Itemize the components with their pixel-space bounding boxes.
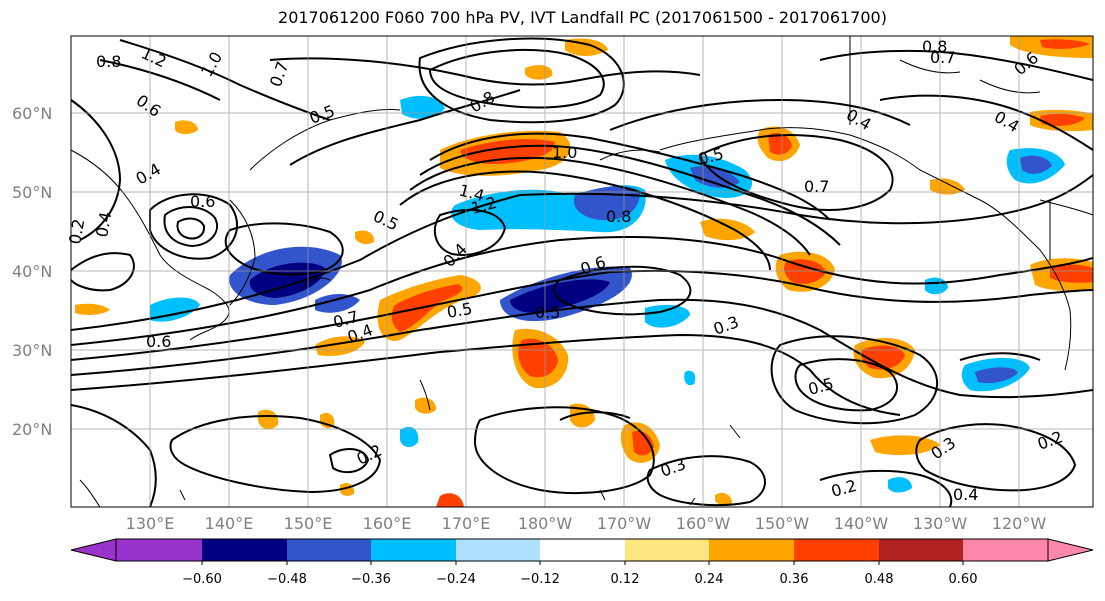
contour-label: 1.0 [552,143,577,162]
contour-label: 0.8 [96,52,121,71]
lon-label: 130°W [912,514,968,533]
colorbar-swatch [794,539,879,561]
contour-label: 0.8 [922,37,947,56]
lon-label: 180°W [517,514,573,533]
contour-label: 0.7 [804,177,829,196]
colorbar-tick-label: −0.24 [436,572,476,587]
colorbar-swatch [287,539,371,561]
colorbar-tick-label: 0.48 [864,572,894,587]
colorbar-extend-high [1047,538,1094,562]
gridlines [71,36,1093,507]
colorbar-tick-label: 0.60 [948,572,978,587]
lon-label: 130°E [125,514,175,533]
contour-label: 0.8 [606,207,631,226]
colorbar-tick-label: −0.48 [267,572,307,587]
contour-label: 0.5 [535,303,560,322]
lon-label: 120°W [991,514,1047,533]
contour-label: 0.4 [953,485,978,504]
contour-label: 0.4 [92,210,115,238]
colorbar-swatch [202,539,287,561]
contour-label: 0.5 [445,299,473,322]
lat-label: 40°N [12,262,53,281]
lon-label: 170°E [441,514,491,533]
colorbar-tick-label: 0.36 [779,572,809,587]
map-frame [70,35,1094,508]
colorbar-tick-label: 0.24 [694,572,724,587]
lon-label: 170°W [596,514,652,533]
colorbar-tick-label: −0.36 [351,572,391,587]
colorbar-swatch [963,539,1048,561]
colorbar-swatch [540,539,625,561]
contour-label: 0.6 [146,332,171,351]
lon-label: 140°W [833,514,889,533]
lat-label: 60°N [12,104,53,123]
contour-label: 0.7 [930,48,955,67]
lon-label: 150°E [283,514,333,533]
lon-label: 160°W [675,514,731,533]
colorbar-tick-label: 0.12 [610,572,640,587]
map-title: 2017061200 F060 700 hPa PV, IVT Landfall… [278,8,887,27]
contour-label: 0.6 [190,192,215,211]
lat-label: 30°N [12,341,53,360]
colorbar-extend-low [70,538,117,562]
colorbar-tick-label: −0.60 [182,572,222,587]
colorbar [70,538,1094,565]
colorbar-swatch [456,539,540,561]
lat-label: 20°N [12,420,53,439]
colorbar-swatch [625,539,709,561]
lon-label: 150°W [754,514,810,533]
colorbar-swatch [371,539,456,561]
coastlines [71,36,1093,507]
colorbar-swatch [116,539,202,561]
colorbar-swatch [709,539,794,561]
colorbar-swatch [879,539,963,561]
lon-label: 140°E [204,514,254,533]
lat-label: 50°N [12,183,53,202]
lon-label: 160°E [362,514,412,533]
colorbar-tick-label: −0.12 [520,572,560,587]
